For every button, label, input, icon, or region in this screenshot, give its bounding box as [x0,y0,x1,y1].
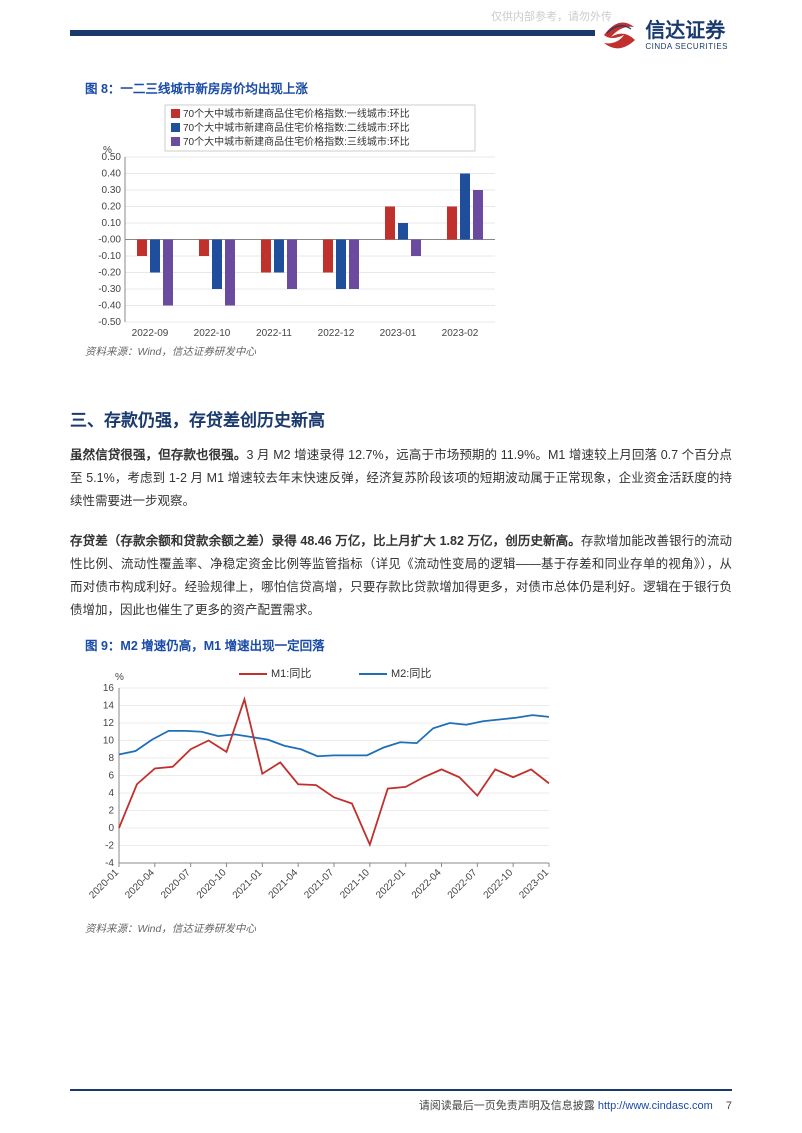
svg-text:2021-10: 2021-10 [338,867,372,901]
svg-text:-0.50: -0.50 [98,317,121,328]
svg-text:2022-10: 2022-10 [194,328,231,339]
svg-text:2020-01: 2020-01 [87,867,121,901]
svg-text:2022-04: 2022-04 [410,867,444,901]
svg-text:0: 0 [108,823,114,834]
svg-text:2023-01: 2023-01 [380,328,417,339]
svg-text:0.20: 0.20 [102,202,122,213]
svg-text:4: 4 [108,788,114,799]
para2-bold: 存贷差（存款余额和贷款余额之差）录得 48.46 万亿，比上月扩大 1.82 万… [70,534,581,548]
svg-text:2020-07: 2020-07 [159,867,193,901]
svg-text:-0.00: -0.00 [98,235,121,246]
svg-text:70个大中城市新建商品住宅价格指数:一线城市:环比: 70个大中城市新建商品住宅价格指数:一线城市:环比 [183,107,410,120]
svg-text:2: 2 [108,806,114,817]
svg-text:2023-02: 2023-02 [442,328,479,339]
svg-text:10: 10 [103,736,115,747]
svg-text:2020-10: 2020-10 [195,867,229,901]
svg-text:-0.20: -0.20 [98,268,121,279]
page-number: 7 [726,1100,732,1112]
svg-text:2021-01: 2021-01 [231,867,265,901]
svg-text:2022-12: 2022-12 [318,328,355,339]
section-3-heading: 三、存款仍强，存贷差创历史新高 [70,406,325,431]
svg-text:2021-04: 2021-04 [267,867,301,901]
footer-link[interactable]: http://www.cindasc.com [598,1100,713,1112]
footer-divider [70,1089,732,1091]
watermark-text: 仅供内部参考，请勿外传 [491,8,612,24]
svg-text:-0.40: -0.40 [98,301,121,312]
svg-text:0.30: 0.30 [102,185,122,196]
svg-text:-2: -2 [105,841,114,852]
svg-text:2020-04: 2020-04 [123,867,157,901]
paragraph-2: 存贷差（存款余额和贷款余额之差）录得 48.46 万亿，比上月扩大 1.82 万… [70,530,732,623]
fig9-source: 资料来源：Wind，信达证券研发中心 [85,921,565,936]
figure-8: 图 8：一二三线城市新房房价均出现上涨 -0.50 -0.40 -0.30 -0.20… [85,78,505,359]
svg-text:2022-01: 2022-01 [374,867,408,901]
svg-text:%: % [115,672,124,683]
fig8-chart-area: -0.50 -0.40 -0.30 -0.20 -0.10 -0.00 0.10 0.20 0.… [85,101,505,341]
svg-text:2022-10: 2022-10 [482,867,516,901]
fig8-title: 图 8：一二三线城市新房房价均出现上涨 [85,78,505,97]
svg-text:-0.30: -0.30 [98,284,121,295]
svg-text:12: 12 [103,718,115,729]
svg-text:2023-01: 2023-01 [517,867,551,901]
svg-text:70个大中城市新建商品住宅价格指数:三线城市:环比: 70个大中城市新建商品住宅价格指数:三线城市:环比 [183,135,410,148]
svg-text:0.40: 0.40 [102,169,122,180]
svg-text:16: 16 [103,683,115,694]
fig9-title: 图 9：M2 增速仍高，M1 增速出现一定回落 [85,635,565,654]
svg-text:8: 8 [108,753,114,764]
paragraph-1: 虽然信贷很强，但存款也很强。3 月 M2 增速录得 12.7%，远高于市场预期的… [70,444,732,513]
footer-disclaimer: 请阅读最后一页免责声明及信息披露 [419,1100,595,1112]
svg-text:2021-07: 2021-07 [302,867,336,901]
svg-text:%: % [103,145,112,156]
svg-text:70个大中城市新建商品住宅价格指数:二线城市:环比: 70个大中城市新建商品住宅价格指数:二线城市:环比 [183,121,410,134]
fig8-source: 资料来源：Wind，信达证券研发中心 [85,344,505,359]
svg-text:2022-09: 2022-09 [132,328,169,339]
svg-text:14: 14 [103,701,115,712]
svg-text:-0.10: -0.10 [98,251,121,262]
svg-text:2022-07: 2022-07 [446,867,480,901]
svg-text:0.10: 0.10 [102,218,122,229]
logo-text-en: CINDA SECURITIES [645,42,728,51]
footer: 请阅读最后一页免责声明及信息披露 http://www.cindasc.com … [419,1097,732,1113]
logo-text-cn: 信达证券 [645,20,728,42]
svg-text:M2:同比: M2:同比 [391,667,431,680]
para1-bold: 虽然信贷很强，但存款也很强。 [70,448,246,462]
fig9-chart-area: -4-20246810121416%2020-012020-042020-072… [85,658,565,918]
svg-text:2022-11: 2022-11 [256,328,292,339]
figure-9: 图 9：M2 增速仍高，M1 增速出现一定回落 -4-2024681012141… [85,635,565,936]
svg-text:M1:同比: M1:同比 [271,667,311,680]
brand-logo: 信达证券 CINDA SECURITIES [595,15,732,55]
svg-text:6: 6 [108,771,114,782]
